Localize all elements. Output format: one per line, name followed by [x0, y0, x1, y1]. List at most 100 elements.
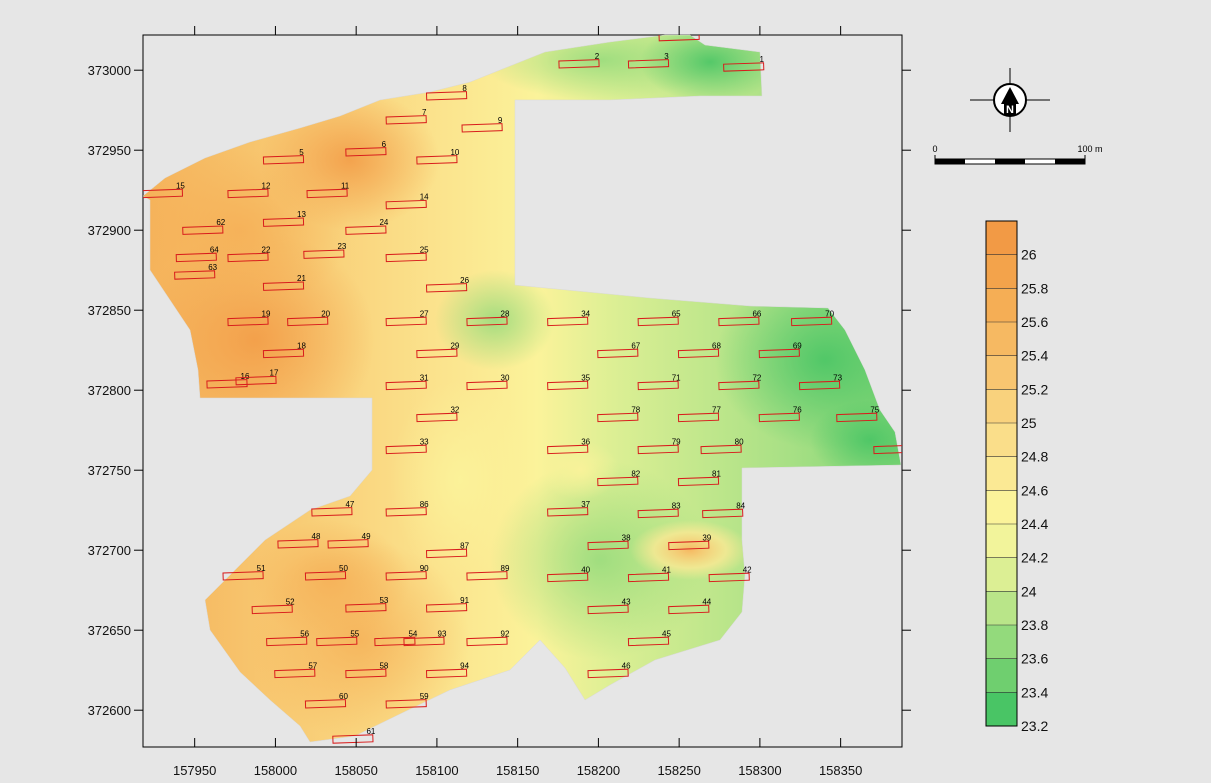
- plot-outline: [873, 444, 902, 455]
- plot-outline: [425, 603, 468, 613]
- plot-3: 3: [627, 52, 669, 69]
- plot-outline: [251, 604, 293, 615]
- plot-39: 39: [668, 533, 712, 551]
- plot-outline: [587, 668, 629, 679]
- plot-40: 40: [547, 565, 591, 583]
- plot-label: 5: [299, 148, 304, 157]
- plot-label: 39: [702, 533, 711, 542]
- plot-label: 6: [382, 140, 387, 149]
- legend-label: 25.2: [1021, 381, 1048, 397]
- north-letter: N: [1006, 104, 1014, 116]
- plot-19: 19: [227, 309, 271, 327]
- plot-41: 41: [627, 565, 671, 583]
- plot-label: 51: [257, 564, 266, 573]
- legend-swatch: [986, 355, 1017, 390]
- plot-65: 65: [637, 309, 681, 327]
- plot-outline: [668, 540, 710, 551]
- plot-8: 8: [425, 84, 468, 101]
- plot-outline: [385, 444, 427, 455]
- plot-label: 41: [662, 565, 671, 574]
- plot-outline: [304, 699, 347, 709]
- plot-outline: [262, 155, 305, 165]
- plot-outline: [175, 252, 217, 263]
- plot-4: 4: [658, 25, 700, 42]
- plot-outline: [627, 636, 670, 647]
- legend-swatch: [986, 322, 1017, 356]
- plot-18: 18: [262, 341, 306, 359]
- plot-66: 66: [718, 309, 762, 327]
- legend-label: 25.6: [1021, 314, 1048, 330]
- plot-36: 36: [547, 437, 591, 455]
- plot-label: 26: [460, 276, 469, 285]
- plot-22: 22: [227, 245, 271, 263]
- y-tick-label: 372900: [88, 223, 131, 238]
- plot-47: 47: [311, 500, 355, 517]
- plot-outline: [327, 539, 369, 549]
- plot-outline: [668, 604, 710, 615]
- plot-label: 94: [460, 661, 469, 670]
- plot-92: 92: [466, 629, 510, 647]
- y-tick-label: 372750: [88, 463, 131, 478]
- plot-label: 47: [345, 500, 354, 509]
- legend-label: 23.8: [1021, 617, 1048, 633]
- plot-74: 74: [873, 444, 902, 455]
- plot-56: 56: [266, 629, 310, 647]
- plot-label: 62: [216, 218, 225, 227]
- plot-34: 34: [547, 309, 591, 327]
- plot-37: 37: [547, 500, 591, 517]
- plot-label: 83: [672, 501, 681, 510]
- legend-label: 26: [1021, 247, 1037, 263]
- plot-label: 70: [825, 309, 834, 318]
- plot-outline: [143, 188, 184, 199]
- plot-80: 80: [700, 437, 744, 455]
- plot-89: 89: [466, 564, 510, 581]
- plot-outline: [425, 91, 468, 101]
- plot-label: 69: [793, 341, 802, 350]
- plot-outline: [790, 316, 833, 327]
- legend-label: 24.2: [1021, 550, 1048, 566]
- plot-outline: [597, 412, 639, 423]
- plot-label: 8: [462, 84, 467, 93]
- plot-outline: [222, 571, 264, 581]
- plot-72: 72: [718, 373, 762, 391]
- plot-label: 84: [736, 501, 745, 510]
- plot-label: 87: [460, 541, 469, 550]
- plot-outline: [677, 476, 720, 487]
- y-tick-label: 372800: [88, 383, 131, 398]
- x-tick-label: 157950: [173, 763, 216, 778]
- plot-outline: [597, 476, 639, 487]
- x-tick-label: 158050: [334, 763, 377, 778]
- plot-outline: [708, 572, 750, 583]
- plot-label: 43: [622, 597, 631, 606]
- plot-label: 63: [208, 263, 217, 272]
- plot-outline: [461, 123, 503, 133]
- plot-outline: [385, 115, 427, 125]
- scale-start-label: 0: [932, 144, 937, 154]
- plot-outline: [227, 316, 269, 327]
- plot-outline: [316, 636, 358, 647]
- plot-outline: [702, 508, 744, 519]
- plot-31: 31: [385, 373, 429, 391]
- plot-57: 57: [274, 661, 318, 679]
- plot-52: 52: [251, 597, 295, 615]
- plot-48: 48: [277, 532, 321, 549]
- plot-label: 15: [176, 181, 185, 190]
- plot-75: 75: [836, 405, 880, 423]
- plot-32: 32: [416, 405, 460, 423]
- plot-label: 9: [498, 116, 503, 125]
- plot-27: 27: [385, 309, 429, 327]
- plot-outline: [658, 35, 700, 42]
- plot-77: 77: [677, 405, 721, 423]
- plot-label: 54: [408, 629, 417, 638]
- plot-outline: [182, 225, 224, 235]
- plot-outline: [558, 59, 600, 69]
- plot-label: 4: [695, 25, 700, 34]
- plot-label: 23: [337, 242, 346, 251]
- plot-78: 78: [597, 405, 641, 423]
- plot-outline: [547, 507, 589, 517]
- plot-outline: [266, 636, 308, 647]
- legend-swatch: [986, 625, 1017, 659]
- plot-24: 24: [345, 218, 389, 235]
- plot-outline: [547, 444, 589, 455]
- plot-label: 66: [752, 309, 761, 318]
